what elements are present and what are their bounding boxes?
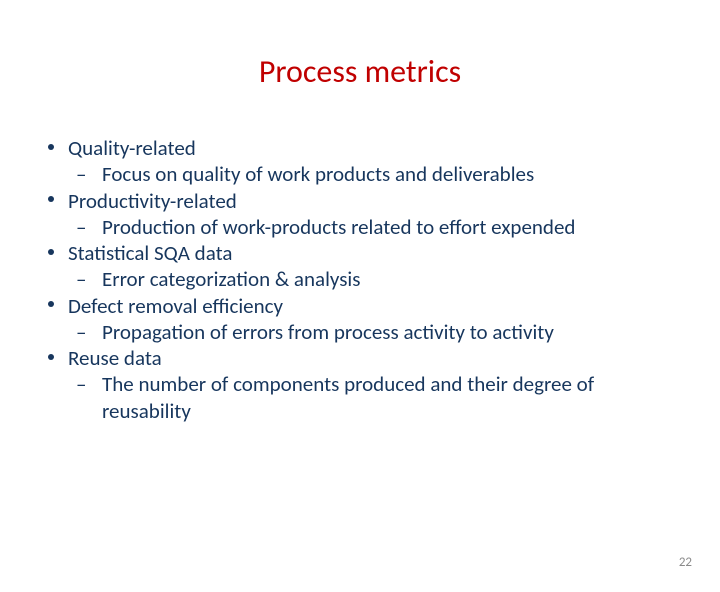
bullet-icon: [48, 301, 54, 307]
page-number: 22: [679, 555, 692, 570]
bullet-icon: [48, 196, 54, 202]
list-item-text: Productivity-related: [68, 188, 680, 214]
bullet-icon: [48, 249, 54, 255]
dash-icon: –: [76, 371, 86, 397]
sub-list: –Focus on quality of work products and d…: [68, 161, 680, 187]
bullet-list: Quality-related–Focus on quality of work…: [40, 135, 680, 424]
list-item: Statistical SQA data– Error categorizati…: [40, 240, 680, 293]
sub-list-item-text: Focus on quality of work products and de…: [102, 161, 680, 187]
sub-list-item-text: Production of work-products related to e…: [102, 214, 680, 240]
sub-list-item-text: Propagation of errors from process activ…: [102, 319, 680, 345]
list-item-text: Quality-related: [68, 135, 680, 161]
sub-list-item-text: Error categorization & analysis: [102, 266, 680, 292]
slide: Process metrics Quality-related–Focus on…: [0, 52, 720, 592]
sub-list: – Propagation of errors from process act…: [68, 319, 680, 345]
bullet-icon: [48, 144, 54, 150]
slide-body: Quality-related–Focus on quality of work…: [0, 135, 720, 424]
dash-icon: –: [76, 266, 86, 292]
list-item: Reuse data–The number of components prod…: [40, 345, 680, 424]
sub-list: –Production of work-products related to …: [68, 214, 680, 240]
list-item-text: Defect removal efficiency: [68, 293, 680, 319]
dash-icon: –: [76, 161, 86, 187]
list-item: Quality-related–Focus on quality of work…: [40, 135, 680, 188]
slide-title: Process metrics: [0, 52, 720, 91]
sub-list-item-text: The number of components produced and th…: [102, 371, 680, 424]
list-item-text: Reuse data: [68, 345, 680, 371]
bullet-icon: [48, 354, 54, 360]
sub-list-item: –Production of work-products related to …: [68, 214, 680, 240]
list-item: Defect removal efficiency– Propagation o…: [40, 293, 680, 346]
sub-list-item: – Propagation of errors from process act…: [68, 319, 680, 345]
sub-list: – Error categorization & analysis: [68, 266, 680, 292]
list-item: Productivity-related–Production of work-…: [40, 188, 680, 241]
sub-list-item: –Focus on quality of work products and d…: [68, 161, 680, 187]
list-item-text: Statistical SQA data: [68, 240, 680, 266]
dash-icon: –: [76, 319, 86, 345]
sub-list-item: –The number of components produced and t…: [68, 371, 680, 424]
sub-list-item: – Error categorization & analysis: [68, 266, 680, 292]
dash-icon: –: [76, 214, 86, 240]
sub-list: –The number of components produced and t…: [68, 371, 680, 424]
